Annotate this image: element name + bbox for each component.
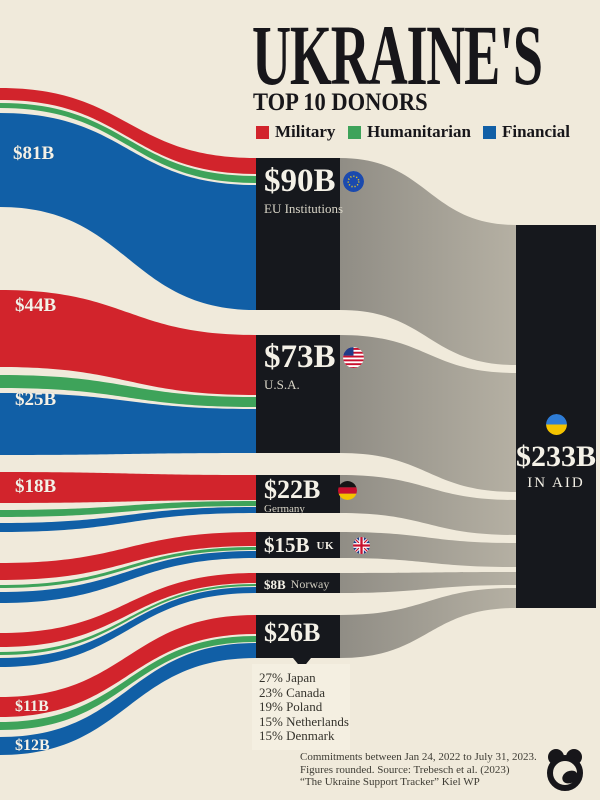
uk-value: $15B xyxy=(264,533,310,557)
flow-eu-financial xyxy=(0,113,256,310)
flow-norway-military xyxy=(0,573,256,647)
breakdown-poland: 19% Poland xyxy=(259,699,323,714)
node-norway xyxy=(256,573,340,593)
germany-value: $22B xyxy=(264,475,321,504)
voronoi-logo-icon xyxy=(547,749,583,791)
flow-usa-humanitarian xyxy=(0,375,256,407)
node-others xyxy=(256,615,340,658)
usa-name: U.S.A. xyxy=(264,377,300,392)
flow-usa-military xyxy=(0,290,256,395)
usa-value: $73B xyxy=(264,339,336,375)
total-value: $233B xyxy=(516,440,597,473)
flow-label-germany-military: $18B xyxy=(15,476,57,497)
flow-others-military xyxy=(0,615,256,717)
legend-item-financial: Financial xyxy=(483,122,570,142)
flow-label-usa-military: $44B xyxy=(15,295,57,316)
norway-node-label: $8B Norway xyxy=(264,577,329,592)
eu-value: $90B xyxy=(264,163,336,199)
breakdown-japan: 27% Japan xyxy=(259,670,316,685)
node-germany xyxy=(256,475,340,513)
footer-line-1: Commitments between Jan 24, 2022 to July… xyxy=(300,751,537,763)
germany-flag-icon xyxy=(338,480,358,500)
node-usa xyxy=(256,335,340,453)
uk-node-label: $15B UK xyxy=(264,533,371,557)
legend-item-humanitarian: Humanitarian xyxy=(348,122,471,142)
eu-node-label: $90B EU Institutions xyxy=(264,165,364,217)
flow-eu-military xyxy=(0,88,256,174)
flow-uk-total xyxy=(340,532,516,567)
flow-germany-military xyxy=(0,472,256,503)
financial-swatch-icon xyxy=(483,125,496,139)
others-node-label: $26B xyxy=(264,620,320,646)
flow-eu-humanitarian xyxy=(0,103,256,183)
military-swatch-icon xyxy=(256,125,269,139)
footer-line-2: Figures rounded. Source: Trebesch et al.… xyxy=(300,763,510,776)
node-eu xyxy=(256,158,340,310)
flow-norway-total xyxy=(340,572,516,593)
breakdown-netherlands: 15% Netherlands xyxy=(259,713,349,729)
others-breakdown-panel xyxy=(252,664,350,750)
total-node-label: $233B IN AID xyxy=(516,414,596,492)
usa-node-label: $73B U.S.A. xyxy=(264,341,364,393)
norway-name: Norway xyxy=(290,577,330,591)
flow-usa-financial xyxy=(0,393,256,455)
usa-flag-icon xyxy=(342,347,364,368)
flow-norway-humanitarian xyxy=(0,584,256,655)
flow-label-usa-financial: $25B xyxy=(15,389,57,410)
flow-label-eu-financial: $81B xyxy=(13,143,55,164)
page-title: UKRAINE'S xyxy=(252,7,543,103)
humanitarian-swatch-icon xyxy=(348,125,361,139)
flow-norway-financial xyxy=(0,587,256,667)
uk-name: UK xyxy=(316,539,335,552)
flow-uk-humanitarian xyxy=(0,547,256,588)
flow-germany-humanitarian xyxy=(0,501,256,517)
breakdown-canada: 23% Canada xyxy=(259,684,326,700)
flow-usa-total xyxy=(340,335,516,492)
flow-others-total xyxy=(340,588,516,658)
total-label: IN AID xyxy=(527,474,585,491)
germany-name: Germany xyxy=(264,503,305,515)
ukraine-flag-icon xyxy=(545,414,567,435)
footer-source-note: Commitments between Jan 24, 2022 to July… xyxy=(300,751,537,789)
flow-label-others-military: $11B xyxy=(15,698,49,715)
others-breakdown-list: 27% Japan 23% Canada 19% Poland 15% Neth… xyxy=(259,670,349,744)
flow-uk-military xyxy=(0,532,256,580)
footer-line-3: “The Ukraine Support Tracker” Kiel WP xyxy=(300,776,480,788)
others-breakdown-pointer xyxy=(293,658,311,669)
node-uk xyxy=(256,532,340,558)
breakdown-denmark: 15% Denmark xyxy=(259,728,335,743)
germany-node-label: $22B Germany xyxy=(264,475,358,516)
flow-uk-financial xyxy=(0,551,256,603)
flow-germany-total xyxy=(340,475,516,535)
legend-item-military: Military xyxy=(256,122,335,142)
eu-flag-icon xyxy=(342,171,364,192)
others-value: $26B xyxy=(264,618,321,647)
flow-others-financial xyxy=(0,643,256,755)
eu-name: EU Institutions xyxy=(264,201,344,216)
page-subtitle: TOP 10 DONORS xyxy=(253,89,428,116)
flow-eu-total xyxy=(340,158,516,365)
legend-label-military: Military xyxy=(275,122,336,141)
norway-value: $8B xyxy=(264,577,286,592)
legend-label-financial: Financial xyxy=(502,122,571,141)
flow-label-others-financial: $12B xyxy=(15,737,50,754)
uk-flag-icon xyxy=(353,537,371,554)
legend-label-humanitarian: Humanitarian xyxy=(367,122,471,141)
flow-germany-financial xyxy=(0,507,256,532)
flow-others-humanitarian xyxy=(0,636,256,730)
